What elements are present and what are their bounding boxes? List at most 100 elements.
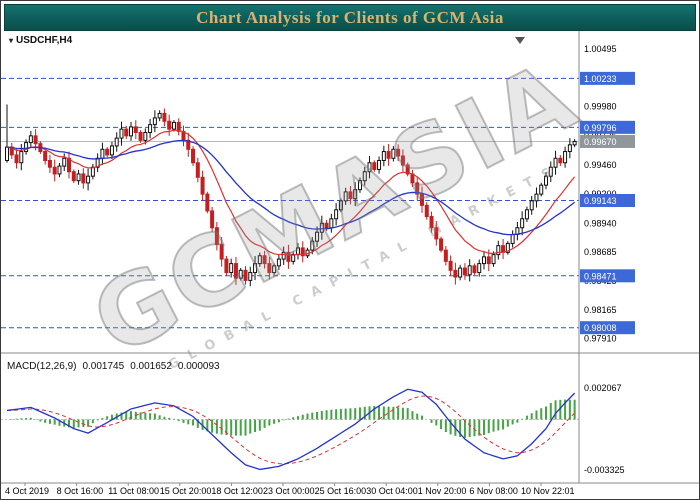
candle-body <box>310 240 315 251</box>
macd-histogram-bar <box>144 412 147 420</box>
candle-body <box>300 247 305 257</box>
candle-body <box>114 137 119 147</box>
macd-main-line <box>6 388 576 471</box>
candle-body <box>129 126 134 137</box>
candle-body <box>248 272 253 281</box>
macd-histogram-bar <box>254 419 257 433</box>
candle-body <box>210 210 215 229</box>
candle-body <box>148 124 153 133</box>
candle-body <box>486 256 491 265</box>
macd-histogram-bar <box>559 399 562 420</box>
candle-body <box>539 184 544 195</box>
macd-histogram-bar <box>416 413 419 420</box>
time-axis-label: 1 Nov 20:00 <box>418 486 467 496</box>
candle-body <box>71 171 76 182</box>
macd-histogram-bar <box>530 413 533 420</box>
macd-histogram-bar <box>163 416 166 420</box>
macd-histogram-bar <box>473 419 476 437</box>
candle-body <box>28 135 33 144</box>
candle-body <box>563 151 568 164</box>
price-level-badge: 0.99796 <box>584 123 617 133</box>
candle-body <box>357 180 362 191</box>
macd-histogram-bar <box>168 417 171 420</box>
time-axis-label: 4 Oct 2019 <box>5 486 49 496</box>
macd-histogram-bar <box>101 418 104 420</box>
macd-histogram-bar <box>330 409 333 420</box>
candle-body <box>57 165 62 175</box>
macd-histogram-bar <box>153 413 156 420</box>
time-axis-label: 11 Oct 08:00 <box>108 486 159 496</box>
candle-body <box>548 166 553 177</box>
candle-body <box>219 244 224 260</box>
candle-body <box>33 135 38 145</box>
candle-body <box>67 157 72 173</box>
candle-body <box>467 265 472 276</box>
candle-body <box>453 269 458 278</box>
macd-histogram-bar <box>573 399 576 420</box>
candle-body <box>176 121 181 132</box>
candle-body <box>477 263 482 274</box>
macd-histogram-bar <box>387 406 390 420</box>
candle-body <box>391 148 396 159</box>
chart-area: 1.004950.999800.997250.994600.992000.989… <box>1 31 700 500</box>
candle-body <box>238 269 243 279</box>
time-axis-label: 8 Oct 16:00 <box>57 486 104 496</box>
candle-body <box>510 233 515 244</box>
candle-body <box>329 218 334 229</box>
macd-histogram-bar <box>301 414 304 420</box>
macd-histogram-bar <box>435 419 438 426</box>
candle-body <box>572 140 577 146</box>
macd-histogram-bar <box>554 400 557 420</box>
macd-histogram-bar <box>239 419 242 436</box>
macd-histogram-bar <box>449 419 452 435</box>
candle-body <box>381 151 386 162</box>
candle-body <box>276 258 281 267</box>
candle-body <box>257 255 262 265</box>
macd-signal-line <box>6 395 575 465</box>
macd-histogram-bar <box>29 417 32 420</box>
candle-body <box>429 216 434 229</box>
candle-body <box>124 128 129 137</box>
candle-body <box>205 193 210 212</box>
candle-body <box>405 164 410 175</box>
price-level-badge-bg <box>580 71 635 85</box>
candle-body <box>167 120 172 130</box>
macd-histogram-bar <box>525 415 528 420</box>
candle-body <box>47 160 52 168</box>
macd-histogram-bar <box>68 419 71 428</box>
candle-body <box>343 191 348 202</box>
ma-fast-line <box>6 129 576 256</box>
macd-histogram-bar <box>268 419 271 426</box>
candle-body <box>372 162 377 170</box>
candle-body <box>272 265 277 274</box>
candle-body <box>62 157 67 167</box>
instrument-label: ▾ USDCHF,H4 <box>9 35 72 46</box>
symbol-marker-icon: ▾ <box>9 36 14 45</box>
candle-body <box>377 160 382 170</box>
chart-shift-marker-icon[interactable] <box>515 37 525 44</box>
macd-histogram-bar <box>483 419 485 436</box>
price-level-badge-bg <box>580 194 635 208</box>
candle-body <box>491 254 496 265</box>
candle-body <box>138 131 143 141</box>
macd-histogram-bar <box>444 419 447 432</box>
price-level-badge-bg <box>580 321 635 335</box>
macd-histogram-bar <box>406 408 409 420</box>
macd-histogram-bar <box>172 418 175 420</box>
macd-histogram-bar <box>120 412 123 420</box>
macd-histogram-bar <box>91 419 94 424</box>
price-level-badge-bg <box>580 269 635 283</box>
macd-histogram-bar <box>349 408 352 420</box>
macd-signal-value: 0.001652 <box>130 361 172 372</box>
chart-canvas[interactable]: 1.004950.999800.997250.994600.992000.989… <box>1 31 700 500</box>
candle-body <box>186 139 191 150</box>
candle-body <box>396 148 401 157</box>
macd-histogram-bar <box>411 411 414 420</box>
macd-name: MACD(12,26,9) <box>7 361 77 372</box>
macd-histogram-bar <box>149 413 152 420</box>
macd-histogram-bar <box>549 403 552 420</box>
macd-histogram-bar <box>211 419 214 433</box>
macd-histogram-bar <box>20 418 23 420</box>
candle-body <box>415 182 420 195</box>
macd-histogram-bar <box>87 419 90 427</box>
